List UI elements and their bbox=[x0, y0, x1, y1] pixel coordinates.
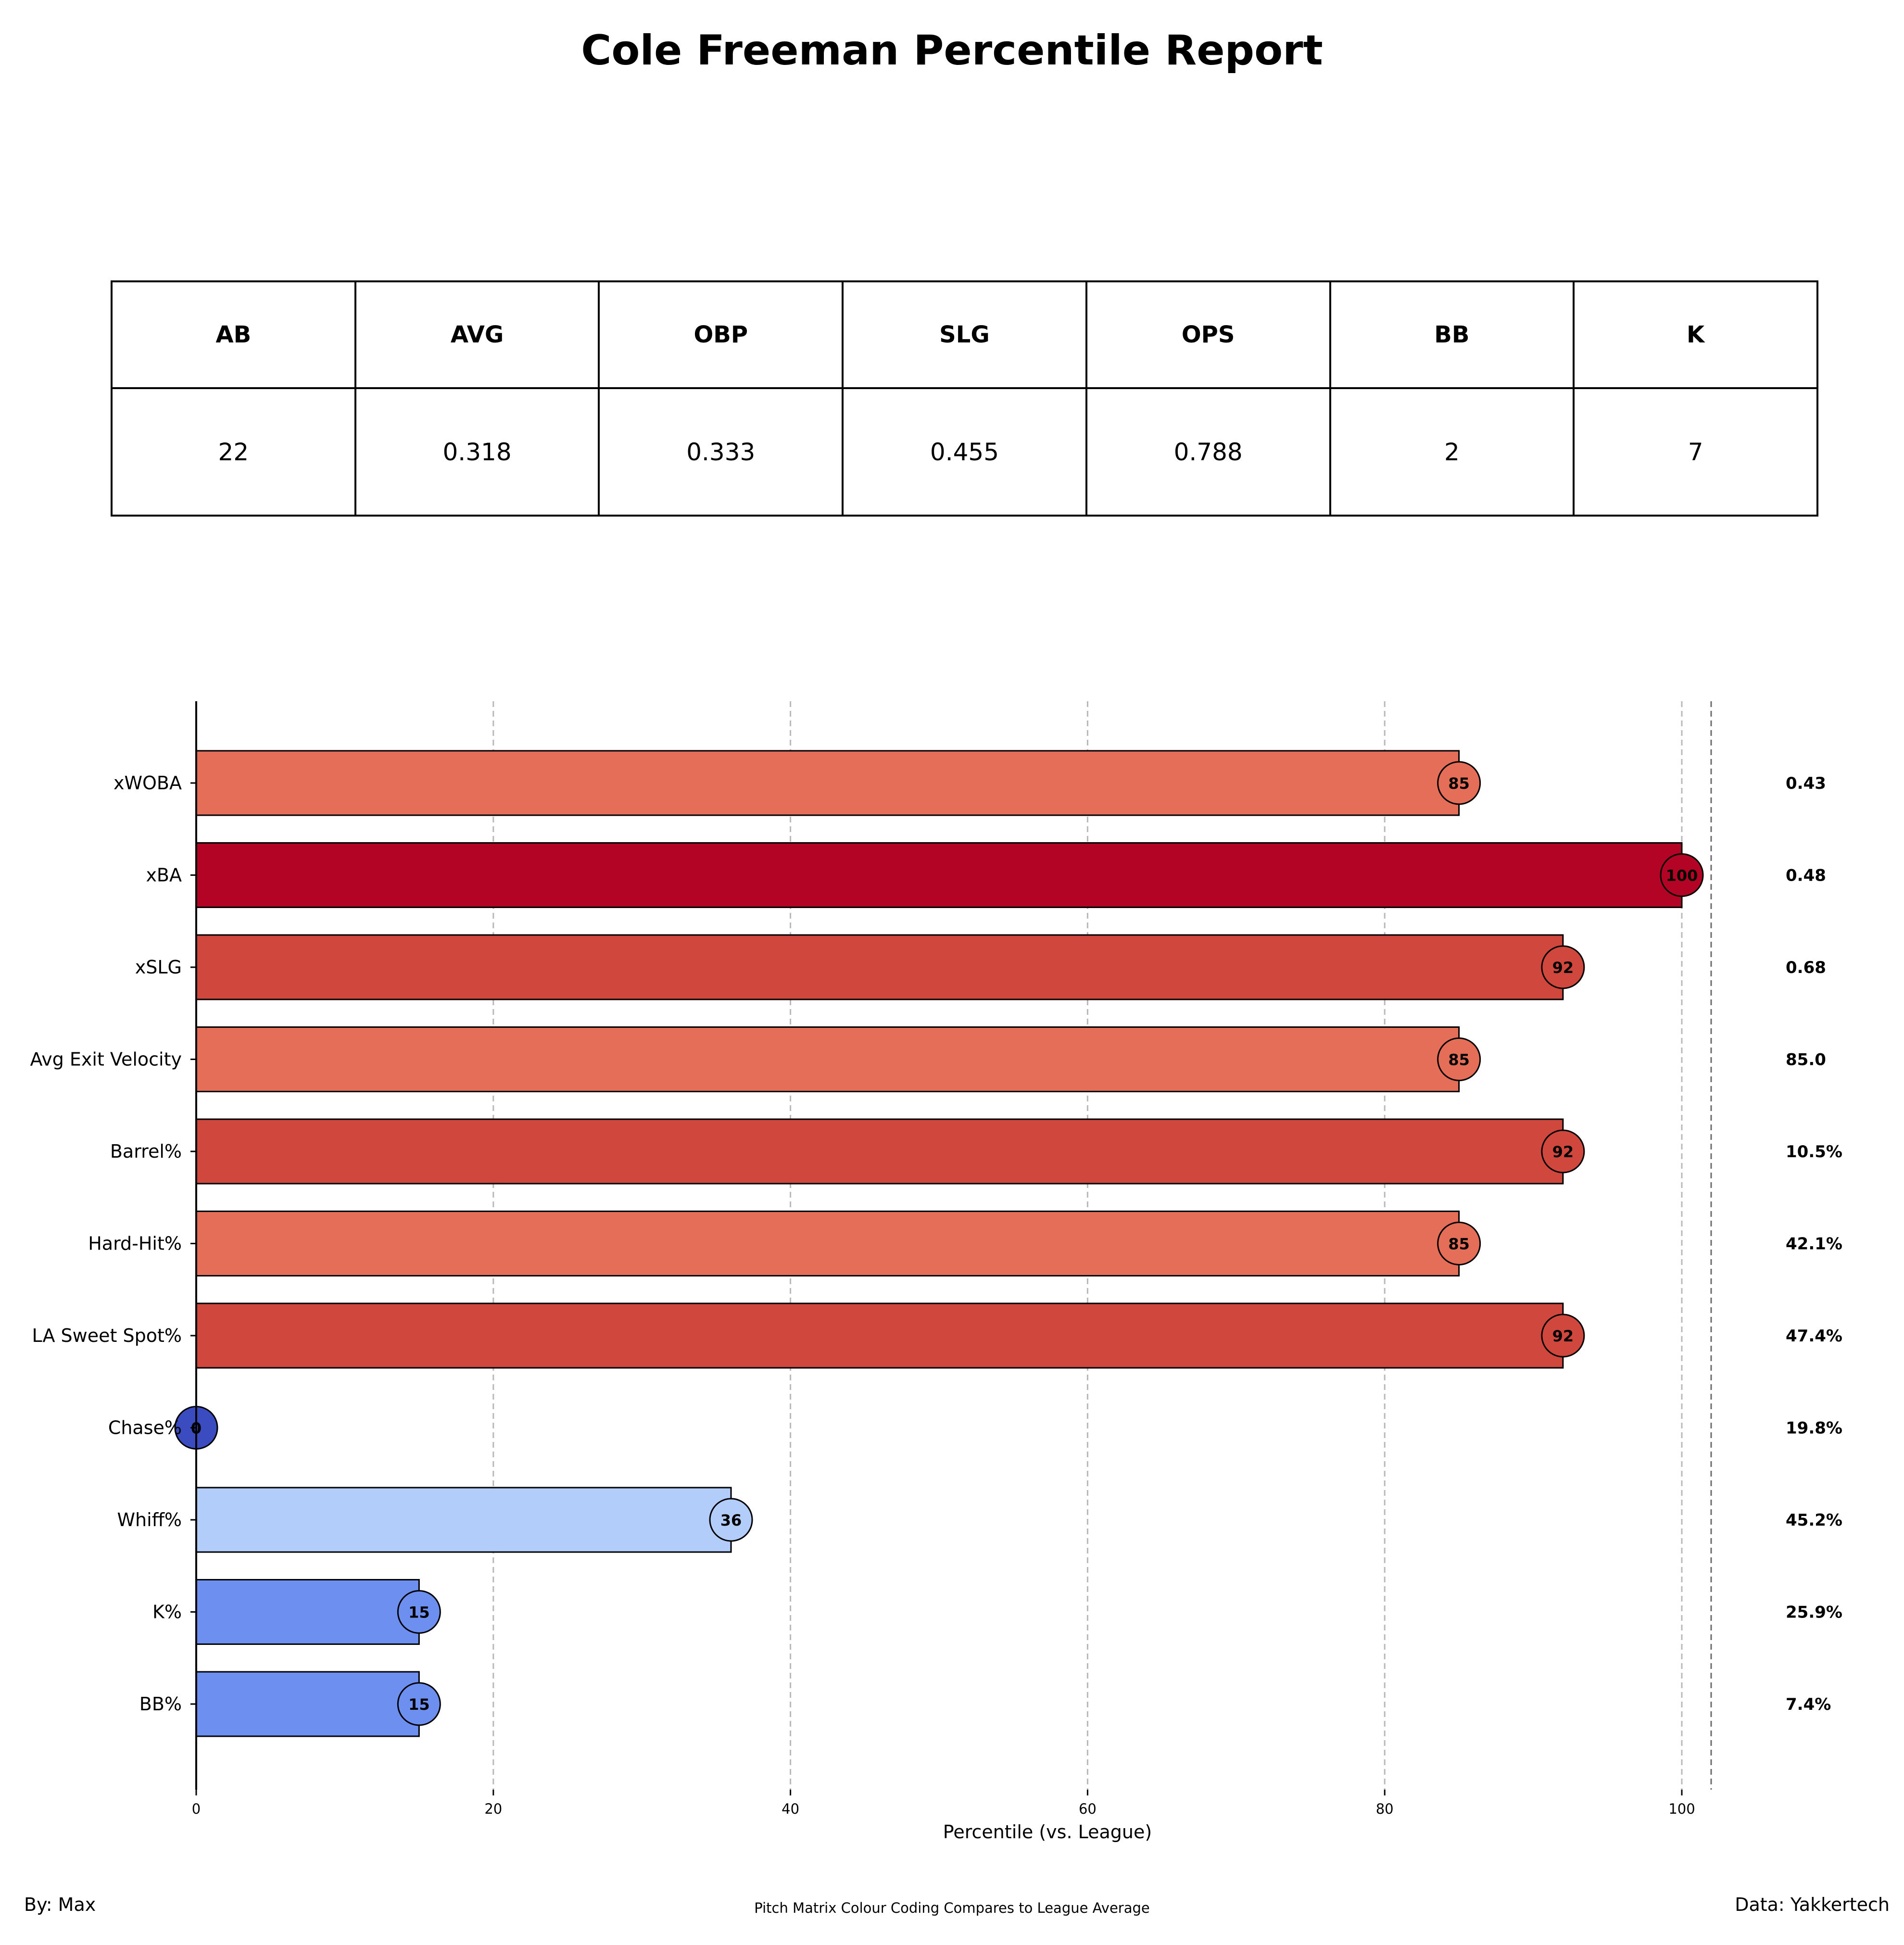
bar bbox=[195, 1579, 420, 1645]
stats-header-cell: OBP bbox=[598, 280, 844, 389]
percentile-value: 92 bbox=[1552, 1327, 1574, 1345]
stat-value: 7.4% bbox=[1786, 1695, 1831, 1714]
x-tick-label: 20 bbox=[484, 1801, 502, 1817]
footer-credit: By: Max bbox=[24, 1894, 96, 1915]
stat-value: 0.48 bbox=[1786, 866, 1826, 885]
stats-header-cell: BB bbox=[1329, 280, 1575, 389]
percentile-marker bbox=[1541, 945, 1585, 989]
footer-source: Data: Yakkertech bbox=[1735, 1894, 1890, 1915]
stats-value-cell: 0.333 bbox=[598, 387, 844, 517]
category-label: xSLG bbox=[135, 957, 182, 978]
percentile-marker bbox=[1437, 761, 1481, 805]
category-label: K% bbox=[152, 1602, 182, 1623]
bar bbox=[195, 1302, 1564, 1369]
axis-layer: 0 20 40 60 80 100 xWOBA xBA xSLG Avg Exit Velocit… bbox=[30, 701, 1695, 1817]
bar-layer bbox=[174, 750, 1704, 1737]
percentile-value: 85 bbox=[1448, 1051, 1470, 1069]
x-tick-label: 80 bbox=[1376, 1801, 1394, 1817]
stats-value-cell: 0.788 bbox=[1085, 387, 1331, 517]
percentile-value: 92 bbox=[1552, 1143, 1574, 1161]
percentile-value: 85 bbox=[1448, 1235, 1470, 1253]
category-label: BB% bbox=[139, 1693, 182, 1715]
stats-value-cell: 0.455 bbox=[842, 387, 1087, 517]
footer-note: Pitch Matrix Colour Coding Compares to L… bbox=[754, 1900, 1150, 1916]
percentile-value: 36 bbox=[720, 1511, 742, 1529]
category-label: Hard-Hit% bbox=[88, 1233, 182, 1254]
percentile-marker bbox=[709, 1498, 753, 1542]
stats-value-cell: 0.318 bbox=[354, 387, 600, 517]
percentile-value: 15 bbox=[408, 1695, 430, 1714]
stat-value: 47.4% bbox=[1786, 1326, 1842, 1346]
category-label: Whiff% bbox=[117, 1509, 182, 1530]
stats-value-cell: 2 bbox=[1329, 387, 1575, 517]
bar bbox=[195, 1211, 1460, 1276]
bar bbox=[195, 934, 1564, 1000]
stats-header-cell: K bbox=[1573, 280, 1818, 389]
percentile-value: 92 bbox=[1552, 959, 1574, 977]
percentile-value: 0 bbox=[191, 1419, 202, 1438]
stat-value: 19.8% bbox=[1786, 1419, 1842, 1438]
x-tick-label: 60 bbox=[1079, 1801, 1097, 1817]
stat-value: 0.43 bbox=[1786, 774, 1826, 793]
x-tick-label: 0 bbox=[192, 1801, 201, 1817]
percentile-marker bbox=[1437, 1037, 1481, 1081]
bar bbox=[195, 1118, 1564, 1185]
stat-value: 45.2% bbox=[1786, 1511, 1842, 1530]
percentile-value: 100 bbox=[1666, 867, 1698, 885]
label-layer: 85 0.43 100 0.48 92 0.68 85 85.0 92 10.5% 85 42.1% 9… bbox=[191, 774, 1842, 1714]
stat-value: 42.1% bbox=[1786, 1235, 1842, 1254]
stats-value-cell: 22 bbox=[111, 387, 356, 517]
percentile-marker bbox=[397, 1682, 441, 1726]
bar bbox=[195, 1671, 420, 1737]
bar bbox=[195, 750, 1460, 816]
stats-header-cell: AVG bbox=[354, 280, 600, 389]
category-label: xWOBA bbox=[113, 772, 182, 794]
stats-header-cell: AB bbox=[111, 280, 356, 389]
stat-value: 10.5% bbox=[1786, 1142, 1842, 1162]
category-label: LA Sweet Spot% bbox=[32, 1325, 182, 1346]
stats-header-cell: SLG bbox=[842, 280, 1087, 389]
x-tick-label: 100 bbox=[1668, 1801, 1695, 1817]
category-label: xBA bbox=[146, 865, 182, 886]
stats-value-cell: 7 bbox=[1573, 387, 1818, 517]
bar bbox=[195, 1487, 732, 1553]
stat-value: 85.0 bbox=[1786, 1050, 1826, 1070]
percentile-marker bbox=[1660, 853, 1704, 897]
category-label: Barrel% bbox=[110, 1141, 182, 1162]
bar bbox=[195, 842, 1683, 908]
category-label: Chase% bbox=[108, 1417, 182, 1439]
stat-value: 25.9% bbox=[1786, 1603, 1842, 1622]
percentile-value: 15 bbox=[408, 1604, 430, 1622]
percentile-value: 85 bbox=[1448, 774, 1470, 793]
category-label: Avg Exit Velocity bbox=[30, 1049, 182, 1070]
chart-title: Cole Freeman Percentile Report bbox=[581, 26, 1323, 75]
stats-value-row: 22 0.318 0.333 0.455 0.788 2 7 bbox=[111, 387, 1818, 517]
stats-header-cell: OPS bbox=[1085, 280, 1331, 389]
percentile-marker bbox=[1437, 1222, 1481, 1265]
percentile-marker bbox=[1541, 1314, 1585, 1358]
percentile-marker bbox=[1541, 1129, 1585, 1174]
percentile-marker bbox=[397, 1590, 441, 1634]
stat-value: 0.68 bbox=[1786, 958, 1826, 977]
stats-table: AB AVG OBP SLG OPS BB K 22 0.318 0.333 0… bbox=[111, 280, 1818, 517]
x-tick-label: 40 bbox=[782, 1801, 799, 1817]
bar bbox=[195, 1026, 1460, 1092]
stats-header-row: AB AVG OBP SLG OPS BB K bbox=[111, 280, 1818, 389]
x-axis-label: Percentile (vs. League) bbox=[943, 1821, 1152, 1843]
